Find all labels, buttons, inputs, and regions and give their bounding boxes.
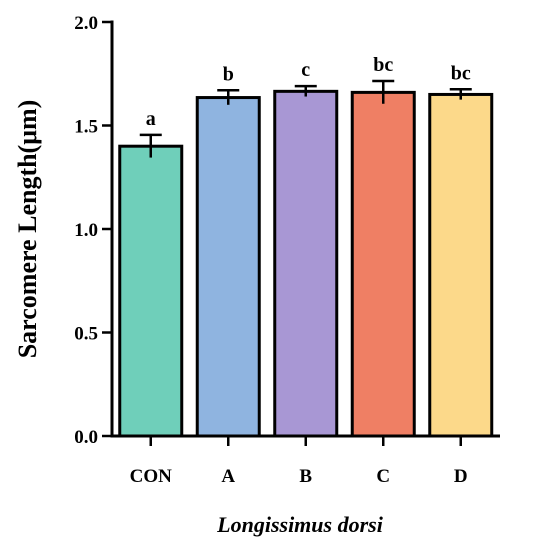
x-tick-label-con: CON bbox=[130, 466, 173, 487]
significance-label-c: bc bbox=[373, 54, 393, 76]
error-bar-b bbox=[294, 84, 317, 97]
bar-a bbox=[195, 96, 261, 438]
x-tick-label-a: A bbox=[221, 466, 235, 487]
error-bar-con bbox=[139, 133, 162, 158]
y-tick-label: 1.0 bbox=[74, 220, 98, 241]
bar-b bbox=[273, 89, 339, 438]
error-bar-a bbox=[217, 89, 240, 105]
bars-layer: ab c bc bc bbox=[118, 54, 494, 438]
significance-label-d: bc bbox=[451, 62, 471, 84]
significance-label-b: c bbox=[301, 59, 310, 81]
y-tick-label: 0.0 bbox=[74, 427, 98, 448]
y-axis-title: Sarcomere Length(μm) bbox=[13, 100, 42, 359]
bar-d bbox=[428, 92, 494, 438]
x-tick-label-b: B bbox=[299, 466, 312, 487]
bar-con bbox=[118, 144, 184, 438]
x-tick-label-d: D bbox=[454, 466, 468, 487]
y-tick-label: 1.5 bbox=[74, 117, 98, 138]
error-bar-c bbox=[372, 79, 395, 104]
x-axis-title: Longissimus dorsi bbox=[216, 512, 384, 537]
x-tick-label-c: C bbox=[376, 466, 390, 487]
error-bar-d bbox=[449, 88, 472, 100]
bar-c bbox=[350, 90, 416, 438]
significance-label-a: b bbox=[223, 63, 234, 85]
axes-layer: CON A B C D 0.0 0.5 1.0 1.5 2.0 bbox=[74, 13, 500, 487]
y-tick-label: 2.0 bbox=[74, 13, 98, 34]
significance-label-con: a bbox=[146, 108, 156, 130]
y-tick-label: 0.5 bbox=[74, 324, 98, 345]
